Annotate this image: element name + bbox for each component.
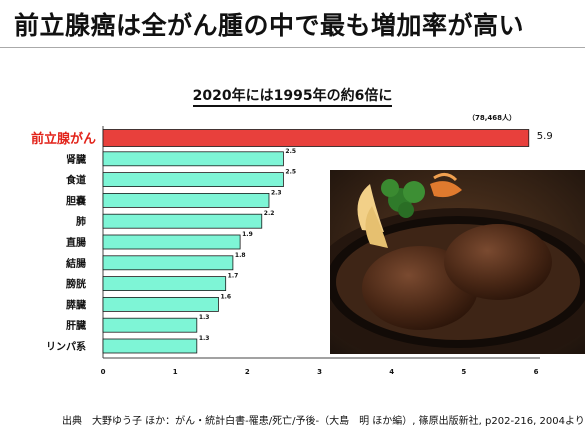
bar-1 bbox=[102, 151, 284, 167]
x-tick-label-4: 4 bbox=[389, 368, 394, 376]
value-label-8: 1.6 bbox=[220, 293, 231, 300]
x-tick-label-1: 1 bbox=[173, 368, 178, 376]
annotation-label: （78,468人） bbox=[468, 113, 516, 122]
chart-subtitle-text: 2020年には1995年の約6倍に bbox=[192, 88, 393, 107]
value-label-1: 2.5 bbox=[285, 148, 296, 155]
x-tick-label-6: 6 bbox=[534, 368, 539, 376]
category-label-9: 肝臓 bbox=[66, 319, 86, 332]
bar-2 bbox=[102, 172, 284, 188]
category-label-7: 膀胱 bbox=[65, 278, 86, 291]
category-label-3: 胆嚢 bbox=[66, 194, 87, 207]
bar-0 bbox=[102, 129, 530, 147]
bar-9 bbox=[102, 317, 198, 333]
value-label-5: 1.9 bbox=[242, 231, 253, 238]
x-tick-label-3: 3 bbox=[317, 368, 322, 376]
category-label-0: 前立腺がん bbox=[31, 131, 96, 147]
category-label-2: 食道 bbox=[65, 174, 86, 187]
bar-7 bbox=[102, 276, 227, 292]
bar-4 bbox=[102, 213, 263, 229]
category-label-10: リンパ系 bbox=[46, 340, 86, 353]
category-label-4: 肺 bbox=[76, 215, 86, 228]
chart-subtitle: 2020年には1995年の約6倍に bbox=[0, 85, 585, 107]
category-label-6: 結腸 bbox=[66, 257, 86, 270]
bar-6 bbox=[102, 255, 234, 271]
bar-3 bbox=[102, 192, 270, 208]
value-label-3: 2.3 bbox=[271, 189, 282, 196]
source-footnote: 出典 大野ゆう子 ほか：がん・統計白書-罹患/死亡/予後-（大島 明 ほか編）,… bbox=[62, 416, 585, 427]
value-label-0: 5.9 bbox=[537, 131, 553, 142]
category-label-5: 直腸 bbox=[66, 236, 86, 249]
value-label-4: 2.2 bbox=[264, 210, 275, 217]
value-label-10: 1.3 bbox=[199, 335, 210, 342]
x-tick-label-2: 2 bbox=[245, 368, 250, 376]
bar-10 bbox=[102, 338, 198, 354]
bar-8 bbox=[102, 296, 219, 312]
hamburg-steak-image bbox=[330, 170, 585, 354]
bar-5 bbox=[102, 234, 241, 250]
value-label-7: 1.7 bbox=[228, 273, 239, 280]
hamburg-steak-photo bbox=[330, 170, 585, 354]
x-tick-label-0: 0 bbox=[101, 368, 106, 376]
value-label-9: 1.3 bbox=[199, 314, 210, 321]
category-label-1: 肾臓 bbox=[66, 153, 86, 166]
category-label-8: 膵臓 bbox=[66, 298, 86, 311]
value-label-6: 1.8 bbox=[235, 252, 246, 259]
x-tick-label-5: 5 bbox=[461, 368, 466, 376]
slide-title: 前立腺癌は全がん腫の中で最も増加率が高い bbox=[14, 11, 525, 40]
value-label-2: 2.5 bbox=[285, 169, 296, 176]
title-divider bbox=[0, 47, 585, 48]
